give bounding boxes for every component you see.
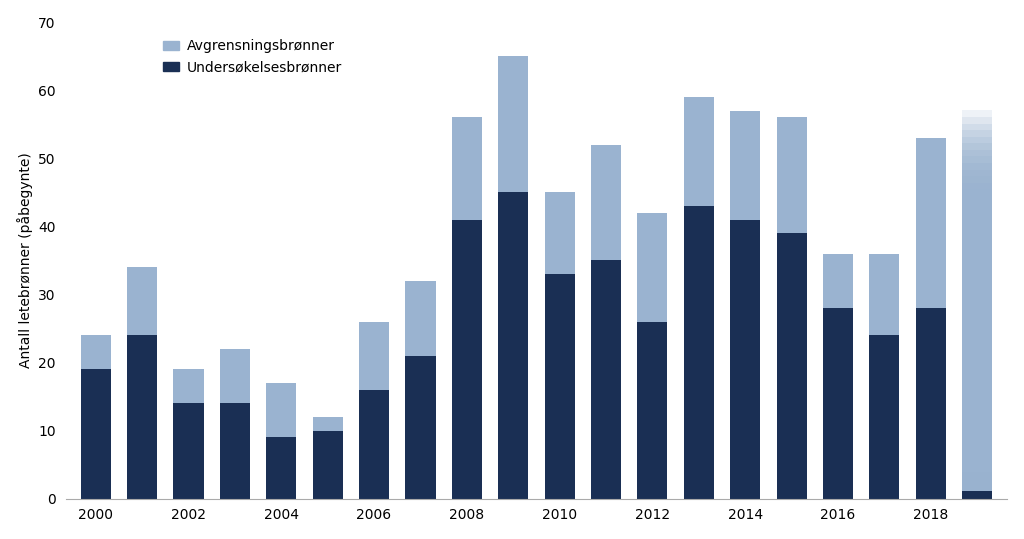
Bar — [963, 374, 992, 490]
Bar — [81, 369, 111, 499]
Bar — [963, 183, 992, 487]
Bar — [220, 349, 250, 403]
Y-axis label: Antall letebrønner (påbegynte): Antall letebrønner (påbegynte) — [16, 153, 33, 368]
Bar — [963, 137, 992, 486]
Bar — [963, 479, 992, 492]
Bar — [220, 403, 250, 499]
Bar — [637, 322, 668, 499]
Bar — [963, 420, 992, 490]
Bar — [312, 431, 343, 499]
Bar — [963, 189, 992, 487]
Bar — [173, 369, 204, 403]
Bar — [684, 97, 714, 206]
Bar — [963, 446, 992, 491]
Bar — [823, 253, 853, 308]
Bar — [963, 341, 992, 489]
Bar — [963, 361, 992, 490]
Bar — [869, 335, 899, 499]
Bar — [963, 380, 992, 490]
Bar — [637, 213, 668, 322]
Bar — [963, 433, 992, 491]
Bar — [963, 354, 992, 489]
Bar — [127, 267, 157, 335]
Bar — [127, 335, 157, 499]
Bar — [963, 453, 992, 491]
Bar — [730, 110, 760, 219]
Bar — [81, 335, 111, 369]
Bar — [963, 255, 992, 488]
Bar — [869, 253, 899, 335]
Bar — [963, 150, 992, 486]
Bar — [963, 459, 992, 492]
Bar — [963, 301, 992, 489]
Bar — [266, 383, 296, 437]
Bar — [312, 417, 343, 431]
Bar — [963, 275, 992, 488]
Bar — [963, 486, 992, 492]
Bar — [963, 242, 992, 488]
Bar — [963, 117, 992, 486]
Bar — [963, 466, 992, 492]
Bar — [963, 222, 992, 487]
Bar — [498, 192, 528, 499]
Bar — [915, 138, 946, 308]
Bar — [545, 274, 574, 499]
Bar — [963, 143, 992, 486]
Bar — [963, 472, 992, 492]
Bar — [963, 248, 992, 488]
Bar — [963, 196, 992, 487]
Legend: Avgrensningsbrønner, Undersøkelsesbrønner: Avgrensningsbrønner, Undersøkelsesbrønne… — [158, 34, 347, 80]
Bar — [963, 406, 992, 490]
Bar — [963, 400, 992, 490]
Bar — [823, 308, 853, 499]
Bar — [684, 206, 714, 499]
Bar — [452, 118, 482, 219]
Bar — [963, 170, 992, 487]
Bar — [776, 118, 807, 233]
Bar — [963, 334, 992, 489]
Bar — [963, 288, 992, 488]
Bar — [963, 130, 992, 486]
Bar — [359, 322, 389, 390]
Bar — [173, 403, 204, 499]
Bar — [406, 356, 435, 499]
Bar — [963, 176, 992, 487]
Bar — [963, 413, 992, 490]
Bar — [963, 268, 992, 488]
Bar — [963, 328, 992, 489]
Bar — [963, 321, 992, 489]
Bar — [963, 236, 992, 488]
Bar — [963, 439, 992, 491]
Bar — [452, 219, 482, 499]
Bar — [406, 281, 435, 356]
Bar — [963, 314, 992, 489]
Bar — [963, 295, 992, 489]
Bar — [963, 209, 992, 487]
Bar — [963, 229, 992, 488]
Bar — [963, 262, 992, 488]
Bar — [963, 156, 992, 486]
Bar — [359, 390, 389, 499]
Bar — [963, 308, 992, 489]
Bar — [915, 308, 946, 499]
Bar — [545, 192, 574, 274]
Bar — [963, 393, 992, 490]
Bar — [963, 123, 992, 486]
Bar — [963, 203, 992, 487]
Bar — [963, 426, 992, 491]
Bar — [963, 492, 992, 499]
Bar — [730, 219, 760, 499]
Bar — [498, 56, 528, 192]
Bar — [591, 260, 622, 499]
Bar — [963, 110, 992, 486]
Bar — [963, 347, 992, 489]
Bar — [963, 216, 992, 487]
Bar — [591, 144, 622, 260]
Bar — [266, 437, 296, 499]
Bar — [963, 387, 992, 490]
Bar — [963, 163, 992, 486]
Bar — [963, 281, 992, 488]
Bar — [963, 367, 992, 490]
Bar — [776, 233, 807, 499]
